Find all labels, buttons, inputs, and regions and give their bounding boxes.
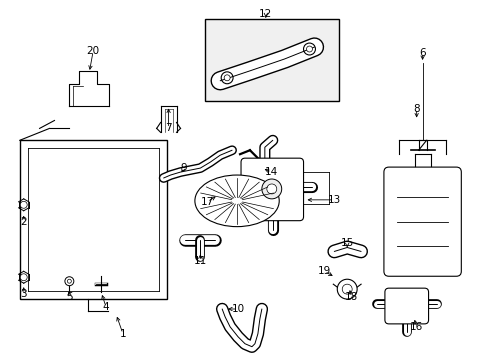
- Text: 8: 8: [412, 104, 419, 113]
- Text: 1: 1: [120, 329, 126, 339]
- Text: 5: 5: [66, 292, 73, 302]
- Text: 7: 7: [165, 123, 172, 134]
- Circle shape: [337, 279, 356, 299]
- Circle shape: [224, 75, 230, 81]
- Text: 16: 16: [409, 322, 423, 332]
- FancyBboxPatch shape: [383, 167, 460, 276]
- Text: 4: 4: [102, 302, 109, 312]
- Ellipse shape: [195, 175, 279, 227]
- Circle shape: [262, 179, 281, 199]
- Text: 18: 18: [344, 292, 357, 302]
- Bar: [205, 19, 339, 100]
- Text: 2: 2: [20, 217, 27, 227]
- Text: 14: 14: [264, 167, 278, 177]
- Circle shape: [20, 201, 27, 208]
- Text: 6: 6: [418, 48, 425, 58]
- Circle shape: [20, 274, 27, 281]
- Circle shape: [306, 46, 312, 52]
- Circle shape: [67, 279, 71, 283]
- FancyBboxPatch shape: [384, 288, 427, 324]
- Text: 13: 13: [327, 195, 340, 205]
- Circle shape: [65, 277, 74, 286]
- Text: 3: 3: [20, 289, 27, 299]
- Text: 9: 9: [180, 163, 186, 173]
- Circle shape: [342, 284, 351, 294]
- Text: 20: 20: [86, 46, 100, 56]
- Text: 19: 19: [317, 266, 330, 276]
- Text: 17: 17: [200, 197, 213, 207]
- Text: 15: 15: [340, 238, 353, 248]
- Text: 10: 10: [231, 304, 244, 314]
- Text: 12: 12: [259, 9, 272, 19]
- FancyBboxPatch shape: [241, 158, 303, 221]
- Circle shape: [266, 184, 276, 194]
- Text: 11: 11: [193, 256, 206, 266]
- Bar: [20, 140, 166, 299]
